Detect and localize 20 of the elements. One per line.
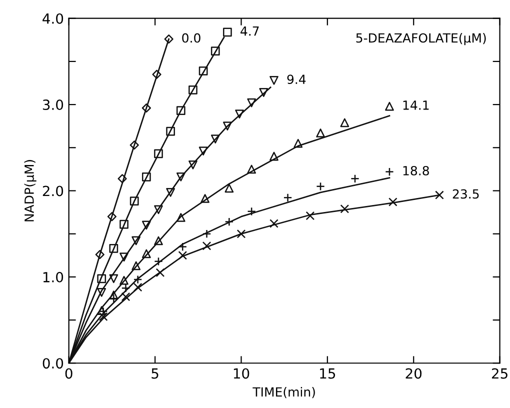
x-tick-label: 25 [492, 368, 508, 379]
legend-title: 5-DEAZAFOLATE(μM) [356, 33, 486, 46]
series-label: 9.4 [287, 74, 306, 84]
y-tick-label: 1.0 [43, 272, 64, 282]
x-axis-title: TIME(min) [252, 386, 315, 398]
y-tick-label: 0.0 [42, 358, 64, 369]
x-tick-label: 5 [152, 368, 158, 379]
x-tick-label: 10 [234, 368, 250, 379]
x-tick-label: 15 [320, 368, 336, 379]
y-axis-title: NADP(μM) [24, 160, 36, 222]
series-label: 14.1 [403, 100, 429, 110]
y-tick-label: 4.0 [42, 13, 64, 24]
x-tick-label: 20 [406, 368, 422, 379]
series-label: 4.7 [240, 26, 259, 36]
series-label: 23.5 [452, 189, 479, 199]
x-tick-label: 0 [65, 368, 72, 379]
y-tick-label: 2.0 [42, 186, 64, 196]
y-tick-label: 3.0 [42, 100, 64, 110]
series-label: 0.0 [182, 33, 200, 43]
series-label: 18.8 [403, 166, 429, 176]
